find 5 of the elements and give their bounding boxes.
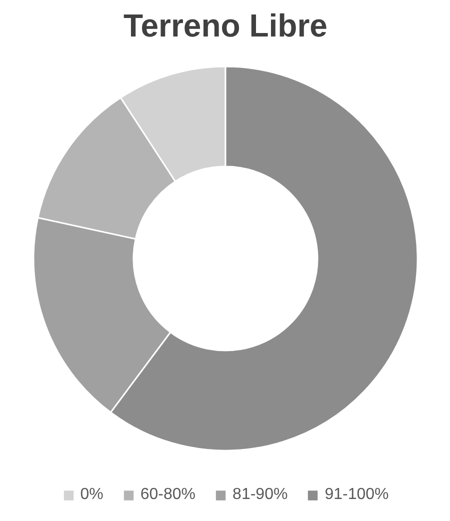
legend-label: 0% (80, 486, 104, 504)
legend-label: 60-80% (140, 486, 196, 504)
legend-label: 91-100% (324, 486, 389, 504)
legend-label: 81-90% (232, 486, 288, 504)
chart-title: Terreno Libre (124, 8, 328, 44)
